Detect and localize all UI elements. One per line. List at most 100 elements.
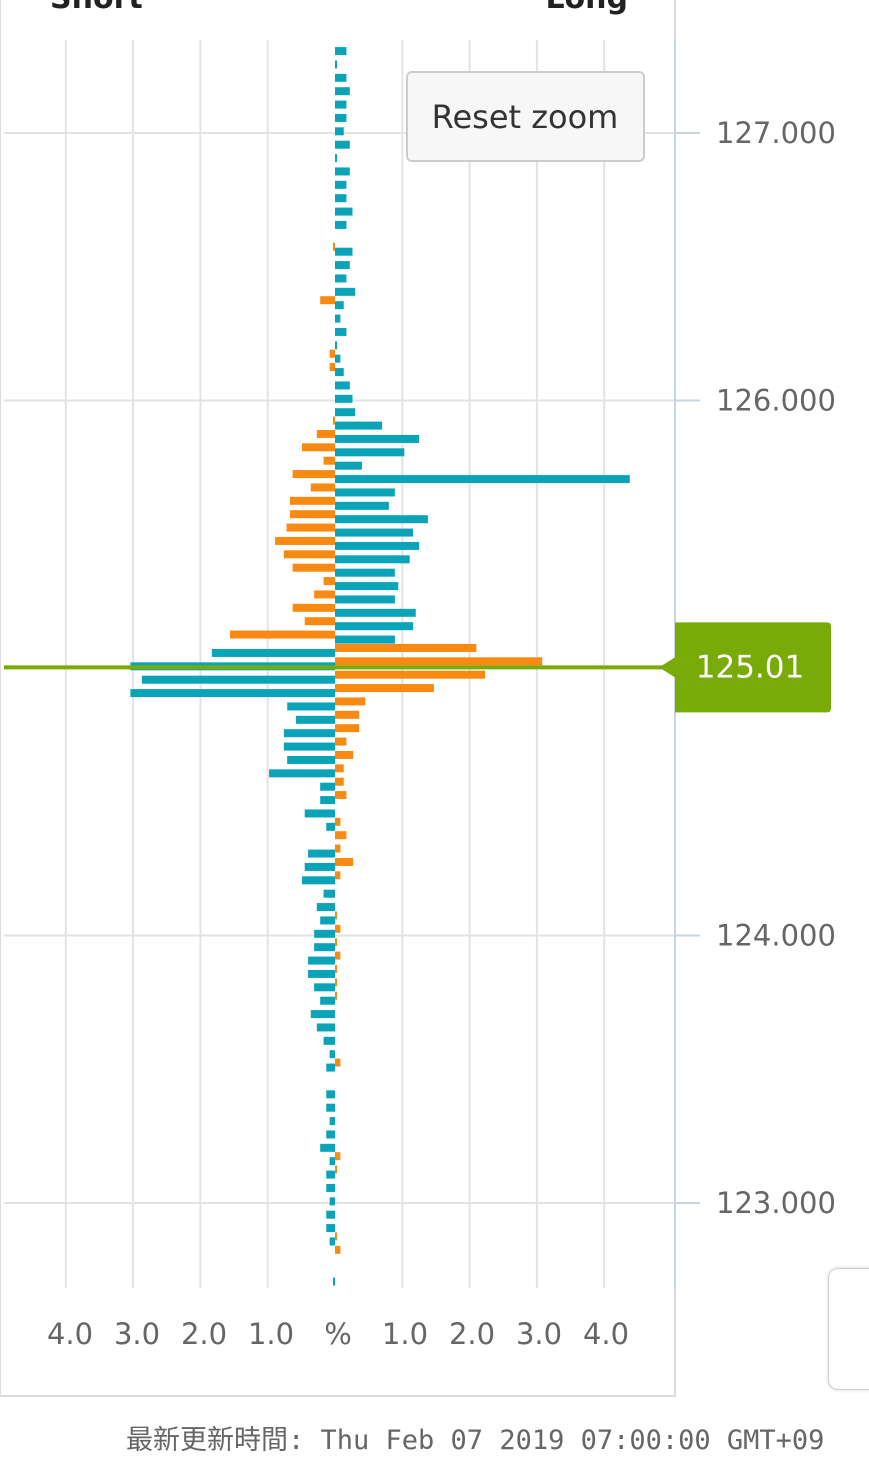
position-bar <box>335 737 347 746</box>
position-bar <box>323 577 335 586</box>
order-bar <box>302 876 335 885</box>
position-bar <box>275 536 335 545</box>
position-bar <box>335 951 341 960</box>
order-bar <box>304 862 335 871</box>
position-bar <box>335 924 341 933</box>
order-bar <box>130 689 335 698</box>
order-bar <box>335 301 344 310</box>
order-bar <box>335 568 395 577</box>
order-bar <box>329 1157 335 1166</box>
position-bar <box>335 750 354 759</box>
order-bar <box>326 1170 335 1179</box>
order-bar <box>335 381 350 390</box>
order-bar <box>335 421 383 430</box>
position-bar <box>335 791 347 800</box>
order-bar <box>335 140 350 149</box>
position-bar <box>335 764 344 773</box>
side-panel-tab[interactable] <box>828 1268 869 1390</box>
order-bar <box>335 394 353 403</box>
position-bar <box>335 1058 341 1067</box>
position-bar <box>335 911 338 920</box>
position-bar <box>335 684 434 693</box>
reset-zoom-button-bg[interactable] <box>406 71 645 162</box>
current-price-flag <box>659 622 831 713</box>
order-bar <box>335 595 395 604</box>
position-bar <box>335 831 347 840</box>
order-bar <box>335 475 630 484</box>
position-bar <box>286 523 335 532</box>
position-bar <box>329 349 335 358</box>
position-bar <box>292 470 335 479</box>
order-bar <box>335 341 338 350</box>
order-bar <box>287 755 335 764</box>
position-bar <box>335 1245 341 1254</box>
order-bar <box>335 287 356 296</box>
position-bar <box>335 964 338 973</box>
order-bar <box>323 1036 335 1045</box>
order-bar <box>335 60 338 69</box>
position-bar <box>335 697 366 706</box>
order-bar <box>308 969 335 978</box>
order-bar <box>335 207 353 216</box>
order-bar <box>335 448 405 457</box>
order-bar <box>314 983 335 992</box>
order-bar <box>335 501 389 510</box>
order-bar <box>335 515 428 524</box>
order-bar <box>314 943 335 952</box>
order-bar <box>320 1143 335 1152</box>
percent-axis-ticks: 4.0 3.0 2.0 1.0% 1.0 2.0 3.0 4.0 <box>47 1317 629 1351</box>
percent-tick-label: 1.0 <box>248 1317 294 1351</box>
order-bar <box>323 889 335 898</box>
position-bar <box>335 978 338 987</box>
order-bar <box>269 769 335 778</box>
order-bar <box>326 1183 335 1192</box>
order-bar <box>314 929 335 938</box>
current-price-label: 125.01 <box>696 649 804 685</box>
position-bar <box>335 1232 338 1241</box>
position-bar <box>302 443 335 452</box>
position-bar <box>335 991 338 1000</box>
percent-tick-label: 1.0 <box>382 1317 428 1351</box>
order-bar <box>335 127 344 136</box>
position-bar <box>289 510 335 519</box>
order-bar <box>320 782 335 791</box>
order-bar <box>335 622 414 631</box>
order-bar <box>304 809 335 818</box>
reset-zoom-label: Reset zoom <box>432 98 619 136</box>
order-bar <box>326 1210 335 1219</box>
order-bar <box>295 715 335 724</box>
position-bar <box>292 603 335 612</box>
position-bar <box>310 483 335 492</box>
short-header: Short <box>50 0 143 16</box>
order-bar <box>316 1023 335 1032</box>
order-bar <box>308 956 335 965</box>
percent-tick-label: 3.0 <box>516 1317 562 1351</box>
order-bar <box>335 488 395 497</box>
order-bar <box>320 996 335 1005</box>
position-bar <box>335 1165 338 1174</box>
order-bar <box>335 113 347 122</box>
order-bar <box>335 247 353 256</box>
order-bar <box>335 555 410 564</box>
price-axis-ticks: 127.000 126.000 124.000 123.000 <box>675 116 836 1220</box>
percent-tick-label: 2.0 <box>181 1317 227 1351</box>
order-bar <box>310 1010 335 1019</box>
order-bar <box>283 742 335 751</box>
order-bar <box>335 194 347 203</box>
percent-tick-label: 4.0 <box>583 1317 629 1351</box>
percent-tick-label: 4.0 <box>47 1317 93 1351</box>
order-bar <box>283 729 335 738</box>
order-bar <box>335 261 350 270</box>
order-bar <box>335 47 347 56</box>
order-bar <box>211 648 335 657</box>
order-bar <box>335 635 395 644</box>
order-bar <box>335 100 347 109</box>
position-bar <box>329 363 335 372</box>
reset-zoom-button[interactable]: Reset zoom <box>406 71 645 162</box>
order-bar <box>320 796 335 805</box>
order-bar <box>326 1090 335 1099</box>
position-bar <box>323 456 335 465</box>
order-bar <box>329 1117 335 1126</box>
position-bar <box>230 630 335 639</box>
